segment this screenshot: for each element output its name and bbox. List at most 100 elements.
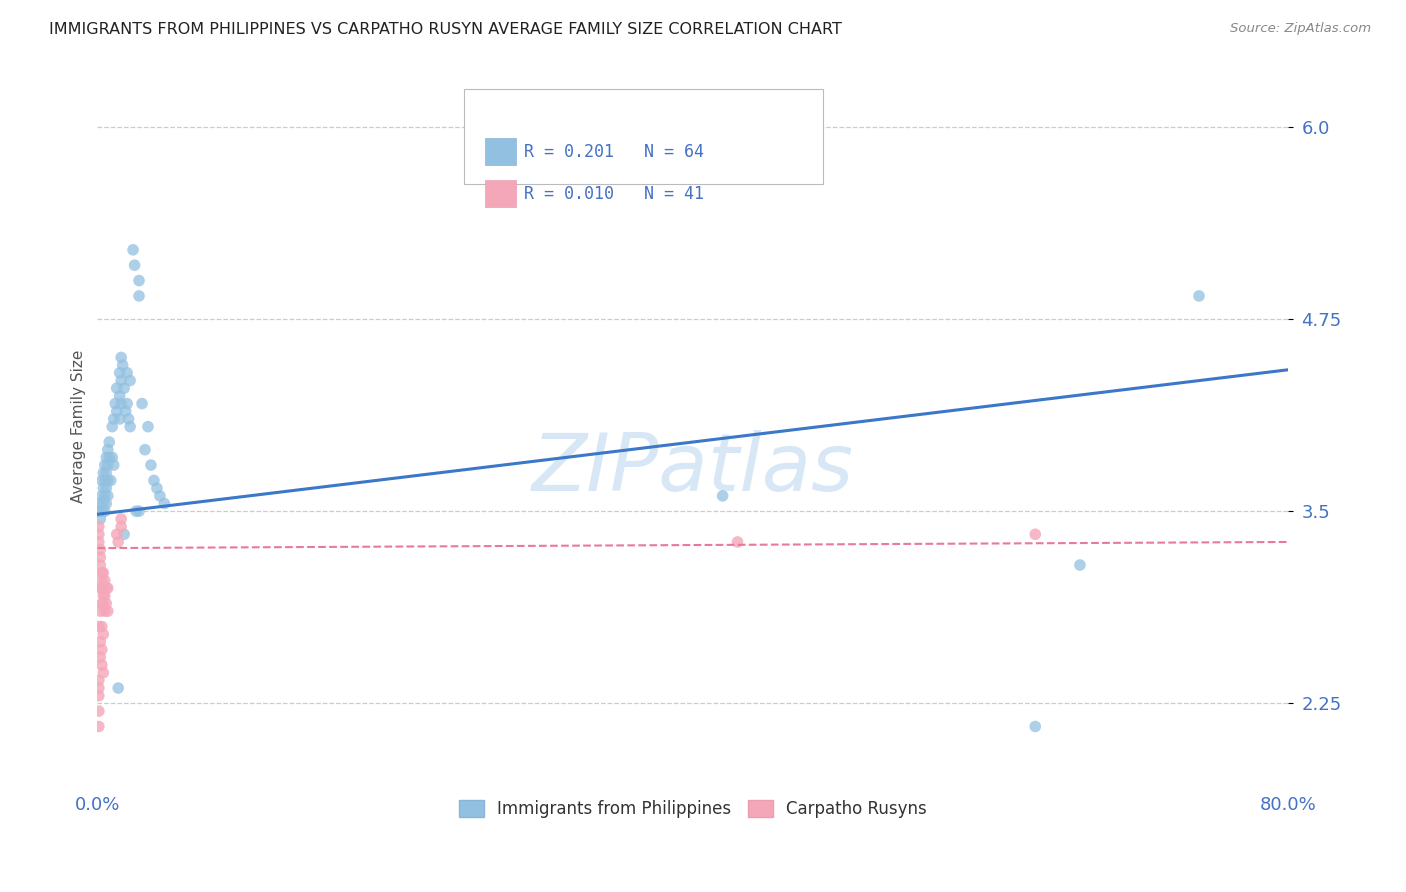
- Point: [87, 689, 110, 703]
- Point: [104, 396, 127, 410]
- Point: [91, 627, 114, 641]
- Point: [1024, 719, 1046, 733]
- Point: [134, 442, 156, 457]
- Point: [101, 450, 124, 465]
- Point: [1188, 289, 1211, 303]
- Point: [91, 665, 114, 680]
- Point: [120, 419, 142, 434]
- Point: [94, 574, 117, 588]
- Point: [89, 581, 111, 595]
- Point: [94, 474, 117, 488]
- Point: [89, 496, 111, 510]
- Point: [91, 466, 114, 480]
- Point: [97, 458, 120, 472]
- Point: [90, 657, 112, 672]
- Point: [100, 474, 122, 488]
- Point: [89, 542, 111, 557]
- Text: Source: ZipAtlas.com: Source: ZipAtlas.com: [1230, 22, 1371, 36]
- Point: [90, 504, 112, 518]
- Point: [142, 474, 165, 488]
- Point: [87, 673, 110, 688]
- Point: [108, 389, 131, 403]
- Point: [107, 681, 129, 695]
- Point: [97, 604, 120, 618]
- Point: [91, 481, 114, 495]
- Point: [96, 597, 118, 611]
- Point: [124, 258, 146, 272]
- Point: [105, 527, 128, 541]
- Point: [90, 597, 112, 611]
- Point: [101, 419, 124, 434]
- Point: [94, 589, 117, 603]
- Point: [94, 604, 117, 618]
- Point: [90, 619, 112, 633]
- Point: [125, 504, 148, 518]
- Point: [114, 404, 136, 418]
- Point: [98, 435, 121, 450]
- Point: [87, 704, 110, 718]
- Point: [110, 512, 132, 526]
- Point: [115, 366, 138, 380]
- Point: [110, 351, 132, 365]
- Point: [87, 504, 110, 518]
- Text: R = 0.201   N = 64: R = 0.201 N = 64: [524, 143, 704, 161]
- Point: [727, 535, 749, 549]
- Legend: Immigrants from Philippines, Carpatho Rusyns: Immigrants from Philippines, Carpatho Ru…: [453, 794, 934, 825]
- Point: [89, 650, 111, 665]
- Point: [97, 489, 120, 503]
- Point: [1069, 558, 1091, 572]
- Point: [96, 496, 118, 510]
- Point: [110, 396, 132, 410]
- Point: [149, 489, 172, 503]
- Point: [94, 458, 117, 472]
- Point: [91, 597, 114, 611]
- Point: [94, 504, 117, 518]
- Point: [103, 412, 125, 426]
- Point: [97, 581, 120, 595]
- Y-axis label: Average Family Size: Average Family Size: [72, 350, 86, 503]
- Point: [87, 535, 110, 549]
- Point: [111, 358, 134, 372]
- Point: [105, 404, 128, 418]
- Point: [117, 412, 139, 426]
- Point: [98, 450, 121, 465]
- Point: [139, 458, 162, 472]
- Point: [146, 481, 169, 495]
- Point: [112, 527, 135, 541]
- Point: [87, 619, 110, 633]
- Point: [1024, 527, 1046, 541]
- Point: [115, 396, 138, 410]
- Point: [87, 681, 110, 695]
- Point: [108, 412, 131, 426]
- Point: [128, 504, 150, 518]
- Point: [89, 635, 111, 649]
- Point: [89, 512, 111, 526]
- Point: [107, 535, 129, 549]
- Point: [90, 489, 112, 503]
- Point: [105, 381, 128, 395]
- Point: [94, 489, 117, 503]
- Point: [96, 466, 118, 480]
- Point: [153, 496, 176, 510]
- Point: [90, 574, 112, 588]
- Point: [112, 381, 135, 395]
- Point: [110, 519, 132, 533]
- Point: [90, 581, 112, 595]
- Point: [108, 366, 131, 380]
- Point: [131, 396, 153, 410]
- Point: [90, 566, 112, 580]
- Point: [110, 374, 132, 388]
- Text: R = 0.010   N = 41: R = 0.010 N = 41: [524, 185, 704, 202]
- Text: ZIPatlas: ZIPatlas: [531, 430, 853, 508]
- Point: [103, 458, 125, 472]
- Point: [136, 419, 159, 434]
- Point: [96, 581, 118, 595]
- Point: [128, 274, 150, 288]
- Point: [122, 243, 145, 257]
- Point: [128, 289, 150, 303]
- Point: [120, 374, 142, 388]
- Point: [87, 719, 110, 733]
- Point: [711, 489, 734, 503]
- Point: [96, 450, 118, 465]
- Point: [87, 519, 110, 533]
